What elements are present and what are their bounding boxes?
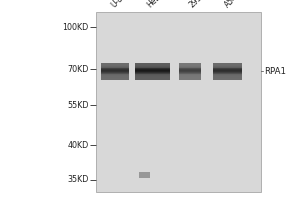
Bar <box>178 77 201 78</box>
Bar <box>100 63 129 64</box>
Bar <box>135 72 169 73</box>
Bar <box>213 70 242 71</box>
Bar <box>178 64 201 65</box>
Text: 293T: 293T <box>187 0 207 9</box>
Text: 40KD: 40KD <box>67 140 88 149</box>
Bar <box>213 66 242 67</box>
Bar <box>100 62 129 63</box>
Bar <box>178 78 201 79</box>
Bar <box>213 62 242 63</box>
Bar <box>135 78 169 79</box>
Bar <box>100 70 129 71</box>
Bar <box>178 69 201 70</box>
Bar <box>213 71 242 72</box>
Bar <box>135 77 169 78</box>
Bar <box>100 67 129 68</box>
Bar <box>100 78 129 79</box>
Bar <box>178 73 201 74</box>
Bar <box>100 69 129 70</box>
Bar <box>178 72 201 73</box>
Bar <box>178 71 201 72</box>
Bar <box>213 65 242 66</box>
Text: 35KD: 35KD <box>67 176 88 184</box>
Bar <box>178 63 201 64</box>
Bar <box>213 63 242 64</box>
Bar <box>100 65 129 66</box>
Text: 55KD: 55KD <box>67 100 88 110</box>
Bar <box>135 73 169 74</box>
Bar <box>213 68 242 69</box>
Bar <box>213 77 242 78</box>
Bar <box>135 66 169 67</box>
Text: HeLa: HeLa <box>145 0 165 9</box>
Bar <box>178 67 201 68</box>
Bar <box>100 68 129 69</box>
Text: U-87MG: U-87MG <box>109 0 137 9</box>
Bar <box>213 78 242 79</box>
Bar <box>213 76 242 77</box>
Bar <box>135 75 169 76</box>
Bar <box>135 69 169 70</box>
Bar <box>178 65 201 66</box>
Bar <box>135 65 169 66</box>
Bar <box>178 66 201 67</box>
Bar <box>213 67 242 68</box>
Bar <box>100 73 129 74</box>
Bar <box>135 70 169 71</box>
Bar <box>135 63 169 64</box>
Bar <box>135 76 169 77</box>
Bar <box>213 64 242 65</box>
Bar <box>100 66 129 67</box>
Text: A549: A549 <box>223 0 244 9</box>
Bar <box>178 62 201 63</box>
Bar <box>100 74 129 75</box>
Bar <box>213 75 242 76</box>
Bar <box>100 77 129 78</box>
Bar <box>213 74 242 75</box>
Bar <box>213 72 242 73</box>
Bar <box>135 62 169 63</box>
Bar <box>100 75 129 76</box>
Bar <box>178 75 201 76</box>
Bar <box>135 71 169 72</box>
Text: 70KD: 70KD <box>67 64 88 73</box>
Text: 100KD: 100KD <box>62 22 88 31</box>
Bar <box>178 70 201 71</box>
Bar <box>135 64 169 65</box>
Bar <box>178 76 201 77</box>
Bar <box>100 64 129 65</box>
Bar <box>139 172 150 178</box>
Bar <box>213 69 242 70</box>
Bar <box>100 72 129 73</box>
Bar <box>135 68 169 69</box>
Bar <box>178 68 201 69</box>
Text: RPA1: RPA1 <box>264 66 286 75</box>
Bar <box>96 12 261 192</box>
Bar <box>178 74 201 75</box>
Bar <box>100 76 129 77</box>
Bar <box>100 71 129 72</box>
Bar <box>135 74 169 75</box>
Bar <box>135 67 169 68</box>
Bar <box>213 73 242 74</box>
